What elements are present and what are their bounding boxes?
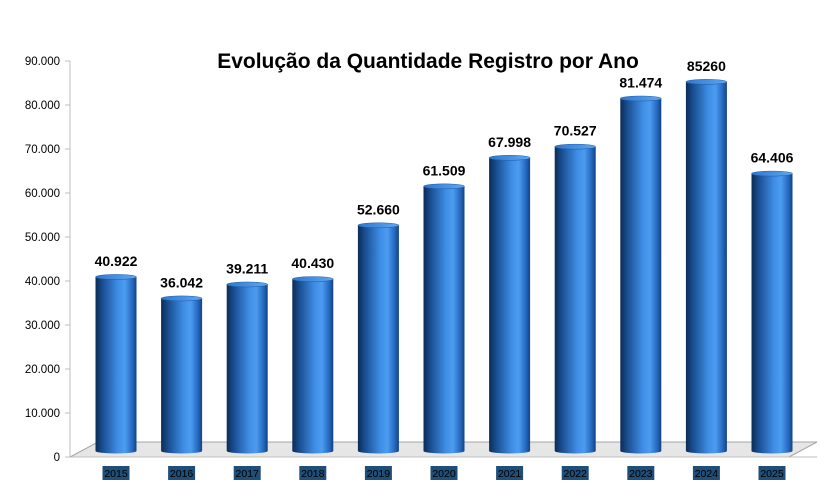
bar-2020 (423, 183, 465, 454)
x-label-background (561, 466, 589, 480)
x-label-background (102, 466, 130, 480)
x-tick-label: 2019 (367, 468, 391, 480)
data-label: 85260 (687, 58, 726, 74)
data-label: 39.211 (226, 260, 268, 276)
data-label: 40.922 (95, 253, 138, 269)
chart-title: Evolução da Quantidade Registro por Ano (217, 50, 639, 73)
bar-top (620, 95, 662, 102)
y-tick-label: 40.000 (25, 276, 60, 288)
bar-2017 (226, 281, 268, 454)
bar-top (751, 170, 793, 177)
x-tick-label: 2023 (629, 468, 653, 480)
bar-body (685, 81, 727, 454)
x-label-background (692, 466, 720, 480)
data-label: 67.998 (488, 134, 531, 150)
x-tick-label: 2021 (498, 468, 522, 480)
y-tick-label: 90.000 (25, 56, 60, 68)
bar-2016 (160, 295, 203, 454)
bar-body (95, 276, 137, 454)
data-label: 52.660 (357, 201, 400, 217)
x-tick-label: 2018 (301, 468, 325, 480)
bar-2022 (554, 143, 596, 454)
bar-body (161, 298, 203, 454)
x-tick-label: 2015 (104, 468, 128, 480)
y-tick-label: 20.000 (25, 364, 60, 376)
bar-body (292, 279, 334, 454)
bar-body (554, 146, 596, 454)
x-tick-label: 2017 (236, 468, 260, 480)
data-label: 64.406 (751, 150, 794, 166)
bar-body (620, 98, 662, 454)
x-label-background (627, 466, 655, 480)
y-tick-label: 10.000 (25, 408, 60, 420)
y-tick-label: 50.000 (25, 232, 60, 244)
bar-2021 (488, 155, 531, 454)
x-label-background (299, 466, 327, 480)
y-tick-label: 0 (54, 452, 60, 464)
data-label: 70.527 (554, 123, 597, 139)
bar-top (488, 155, 531, 161)
data-label: 36.042 (160, 274, 203, 290)
x-label-background (233, 466, 261, 480)
y-tick-label: 70.000 (25, 144, 60, 156)
bar-body (226, 284, 268, 454)
x-tick-label: 2025 (760, 468, 784, 480)
bar-2018 (292, 276, 334, 454)
bar-body (489, 157, 531, 454)
bar-top (685, 79, 728, 85)
data-label: 61.509 (423, 162, 466, 178)
x-tick-label: 2020 (432, 468, 456, 480)
bar-2023 (620, 95, 662, 454)
bar-top (423, 183, 465, 190)
bar-2019 (357, 222, 400, 454)
bar-2015 (95, 274, 137, 454)
bar-top (554, 143, 596, 150)
y-tick-label: 30.000 (25, 320, 60, 332)
x-tick-label: 2022 (564, 468, 588, 480)
bar-body (357, 225, 399, 454)
x-label-background (496, 466, 524, 480)
bar-top (226, 281, 268, 288)
bar-top (292, 276, 334, 282)
y-tick-label: 60.000 (25, 188, 60, 200)
x-tick-label: 2016 (170, 468, 194, 480)
bar-body (751, 173, 793, 454)
data-label: 40.430 (291, 255, 334, 271)
x-label-background (758, 466, 786, 480)
y-tick-label: 80.000 (25, 100, 60, 112)
data-label: 81.474 (619, 75, 662, 91)
bar-2025 (751, 170, 793, 454)
bar-body (423, 186, 465, 454)
bar-top (357, 222, 400, 229)
bar-2024 (685, 79, 728, 454)
x-tick-label: 2024 (695, 468, 719, 480)
x-label-background (168, 466, 196, 480)
x-label-background (430, 466, 458, 480)
bar-top (160, 295, 203, 302)
x-label-background (364, 466, 392, 480)
bar-top (95, 274, 137, 280)
